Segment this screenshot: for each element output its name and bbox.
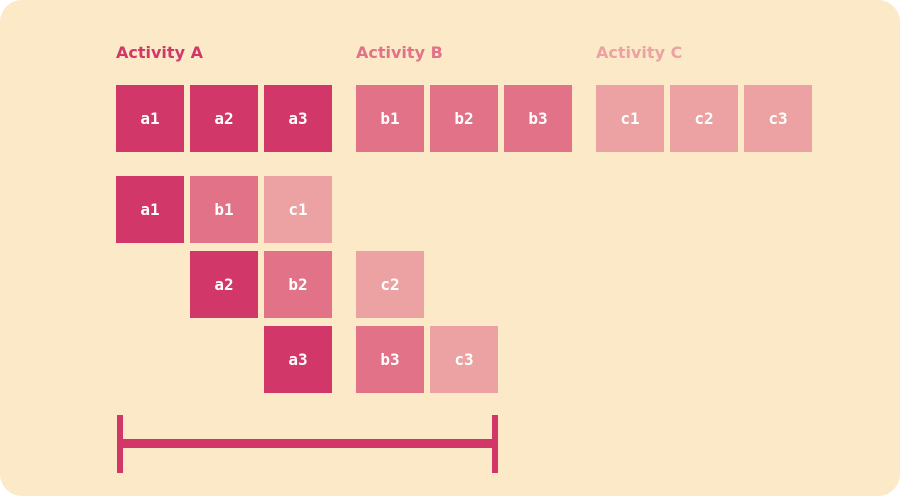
seq-block-c2: c2 — [670, 85, 738, 152]
pipe-block-b2: b2 — [264, 251, 332, 318]
activity-b-label: Activity B — [356, 43, 443, 62]
pipe-block-a2: a2 — [190, 251, 258, 318]
pipe-block-b3: b3 — [356, 326, 424, 393]
seq-block-c3: c3 — [744, 85, 812, 152]
seq-block-b3: b3 — [504, 85, 572, 152]
seq-block-b1: b1 — [356, 85, 424, 152]
activity-c-label: Activity C — [596, 43, 683, 62]
pipe-block-b1: b1 — [190, 176, 258, 243]
pipe-block-c2: c2 — [356, 251, 424, 318]
activity-a-label: Activity A — [116, 43, 203, 62]
seq-block-a1: a1 — [116, 85, 184, 152]
seq-block-a2: a2 — [190, 85, 258, 152]
pipe-block-c3: c3 — [430, 326, 498, 393]
pipe-block-c1: c1 — [264, 176, 332, 243]
seq-block-c1: c1 — [596, 85, 664, 152]
seq-block-a3: a3 — [264, 85, 332, 152]
seq-block-b2: b2 — [430, 85, 498, 152]
bracket-bar — [117, 439, 498, 448]
pipe-block-a3: a3 — [264, 326, 332, 393]
pipe-block-a1: a1 — [116, 176, 184, 243]
bracket-right-tick — [492, 415, 498, 473]
